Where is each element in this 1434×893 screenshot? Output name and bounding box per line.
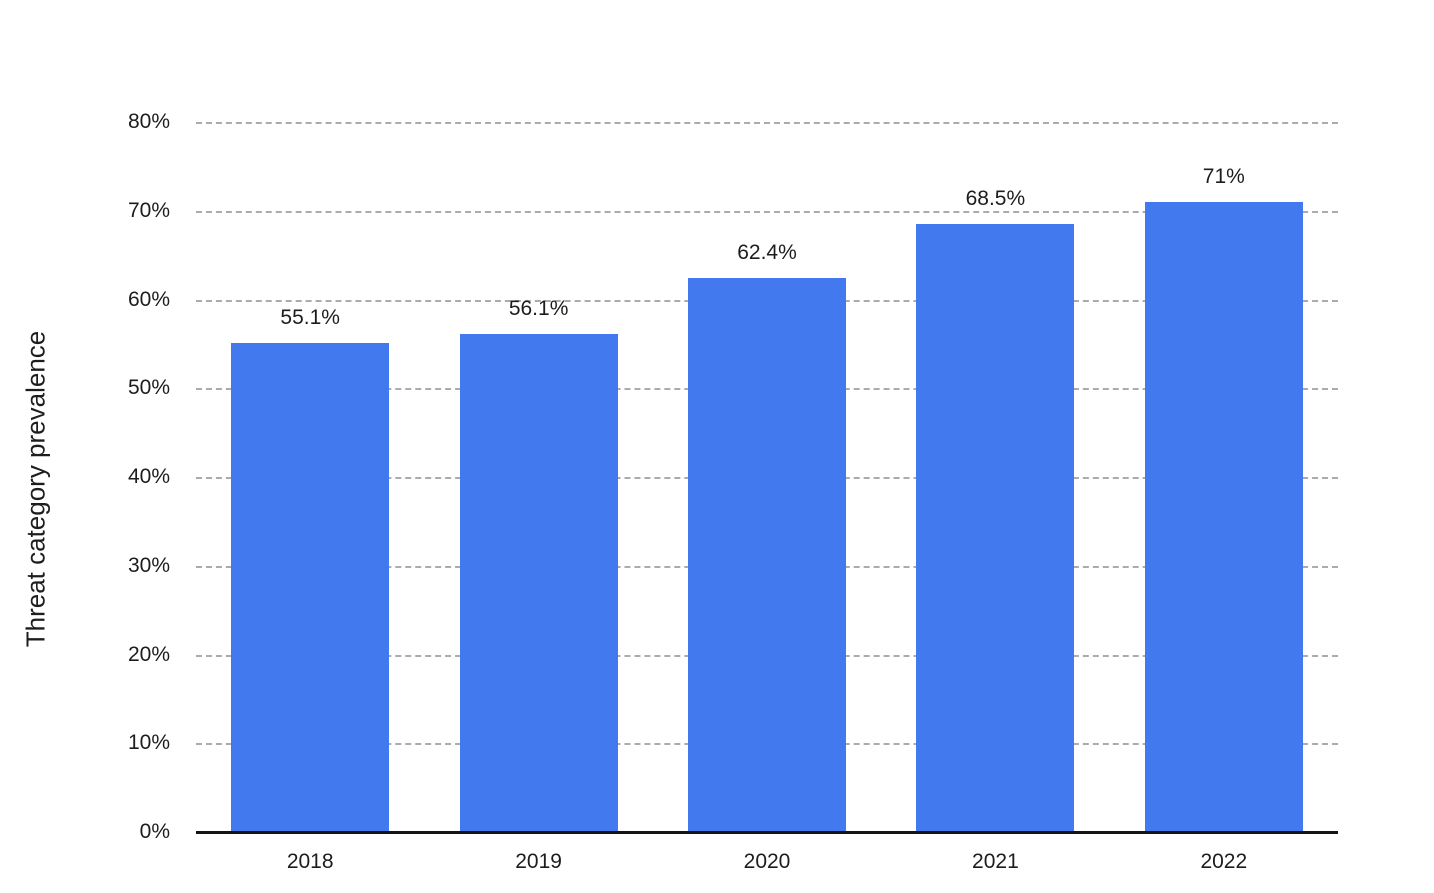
x-tick-label: 2019 <box>515 850 562 873</box>
y-tick-label: 60% <box>127 287 170 311</box>
y-tick-label: 10% <box>127 731 170 755</box>
x-tick-label: 2018 <box>286 850 334 873</box>
bar-value-label: 71% <box>1202 164 1245 188</box>
y-tick-label: 50% <box>127 376 170 400</box>
y-tick-label: 30% <box>127 553 170 577</box>
y-tick-label: 20% <box>127 642 170 666</box>
y-tick-label: 0% <box>139 820 170 843</box>
y-tick-label: 80% <box>127 110 170 133</box>
bar-2018 <box>231 342 390 832</box>
gridline-70% <box>196 210 1338 213</box>
bar-value-label: 55.1% <box>280 305 340 329</box>
x-axis-line <box>196 831 1338 834</box>
gridline-80% <box>196 122 1338 124</box>
bar-2022 <box>1144 201 1303 832</box>
bar-value-label: 62.4% <box>737 241 797 265</box>
bar-value-label: 56.1% <box>508 297 569 321</box>
bar-value-label: 68.5% <box>965 187 1026 211</box>
bar-2021 <box>916 224 1075 832</box>
y-axis-title: Threat category prevalence <box>20 330 51 648</box>
bar-2020 <box>688 278 846 832</box>
x-tick-label: 2020 <box>743 850 791 873</box>
bar-2019 <box>459 334 618 832</box>
x-tick-label: 2022 <box>1200 850 1248 873</box>
y-tick-label: 70% <box>127 198 170 222</box>
x-tick-label: 2021 <box>972 850 1019 873</box>
y-tick-label: 40% <box>127 465 170 488</box>
